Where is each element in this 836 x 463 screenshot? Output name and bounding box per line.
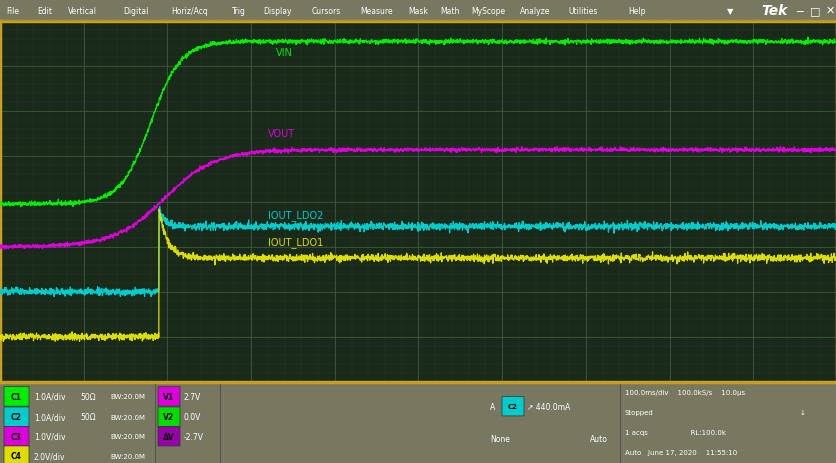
Text: 1 acqs                   RL:100.0k: 1 acqs RL:100.0k	[624, 429, 725, 435]
Text: Measure: Measure	[359, 6, 392, 16]
Text: C2: C2	[11, 413, 22, 421]
Text: 2.0V/div: 2.0V/div	[34, 451, 65, 460]
Text: C2: C2	[507, 403, 517, 409]
FancyBboxPatch shape	[158, 387, 180, 407]
Text: ✕: ✕	[824, 6, 833, 16]
Text: 50Ω: 50Ω	[80, 413, 95, 421]
Text: ─: ─	[796, 6, 803, 16]
Text: MyScope: MyScope	[471, 6, 504, 16]
FancyBboxPatch shape	[4, 446, 29, 463]
Text: A: A	[489, 402, 495, 411]
Text: VIN: VIN	[276, 48, 293, 58]
Text: 1.0V/div: 1.0V/div	[34, 432, 65, 441]
Text: Display: Display	[263, 6, 291, 16]
Text: ↗ 440.0mA: ↗ 440.0mA	[527, 402, 569, 411]
Text: Help: Help	[628, 6, 645, 16]
FancyBboxPatch shape	[502, 396, 523, 416]
Text: BW:20.0M: BW:20.0M	[110, 394, 145, 400]
Text: Trig: Trig	[232, 6, 245, 16]
Text: Digital: Digital	[123, 6, 148, 16]
Text: Edit: Edit	[37, 6, 52, 16]
Text: Analyze: Analyze	[519, 6, 549, 16]
Text: None: None	[489, 434, 509, 443]
Text: C1: C1	[11, 392, 22, 401]
Text: Auto   June 17, 2020    11:55:10: Auto June 17, 2020 11:55:10	[624, 450, 737, 456]
Text: Cursors: Cursors	[311, 6, 340, 16]
Text: 100.0ms/div    100.0kS/s    10.0μs: 100.0ms/div 100.0kS/s 10.0μs	[624, 389, 744, 394]
Text: 1.0A/div: 1.0A/div	[34, 413, 65, 421]
Text: Horiz/Acq: Horiz/Acq	[171, 6, 208, 16]
Text: □: □	[808, 6, 819, 16]
Text: -2.7V: -2.7V	[184, 432, 204, 441]
Text: IOUT_LDO2: IOUT_LDO2	[268, 210, 323, 221]
Text: Stopped: Stopped	[624, 409, 653, 415]
Text: ΔV: ΔV	[163, 432, 175, 441]
Text: Vertical: Vertical	[69, 6, 97, 16]
Text: ▼: ▼	[726, 6, 732, 16]
Text: 2.7V: 2.7V	[184, 392, 201, 401]
Text: BW:20.0M: BW:20.0M	[110, 414, 145, 420]
Text: 1.0A/div: 1.0A/div	[34, 392, 65, 401]
Text: 50Ω: 50Ω	[80, 392, 95, 401]
Text: BW:20.0M: BW:20.0M	[110, 453, 145, 459]
Text: BW:20.0M: BW:20.0M	[110, 433, 145, 439]
Text: Mask: Mask	[408, 6, 428, 16]
Text: Math: Math	[439, 6, 459, 16]
Text: Utilities: Utilities	[568, 6, 597, 16]
Text: ↓: ↓	[799, 409, 805, 415]
FancyBboxPatch shape	[4, 407, 29, 426]
FancyBboxPatch shape	[158, 426, 180, 446]
Text: IOUT_LDO1: IOUT_LDO1	[268, 237, 323, 248]
Text: Tek: Tek	[761, 4, 788, 18]
Text: Auto: Auto	[589, 434, 607, 443]
Text: File: File	[6, 6, 19, 16]
FancyBboxPatch shape	[158, 407, 180, 426]
FancyBboxPatch shape	[4, 387, 29, 407]
Text: 0.0V: 0.0V	[184, 413, 201, 421]
Text: V1: V1	[163, 392, 175, 401]
Text: V2: V2	[163, 413, 175, 421]
Text: VOUT: VOUT	[268, 129, 294, 139]
FancyBboxPatch shape	[4, 426, 29, 446]
Text: C4: C4	[11, 451, 22, 460]
Text: C3: C3	[11, 432, 22, 441]
